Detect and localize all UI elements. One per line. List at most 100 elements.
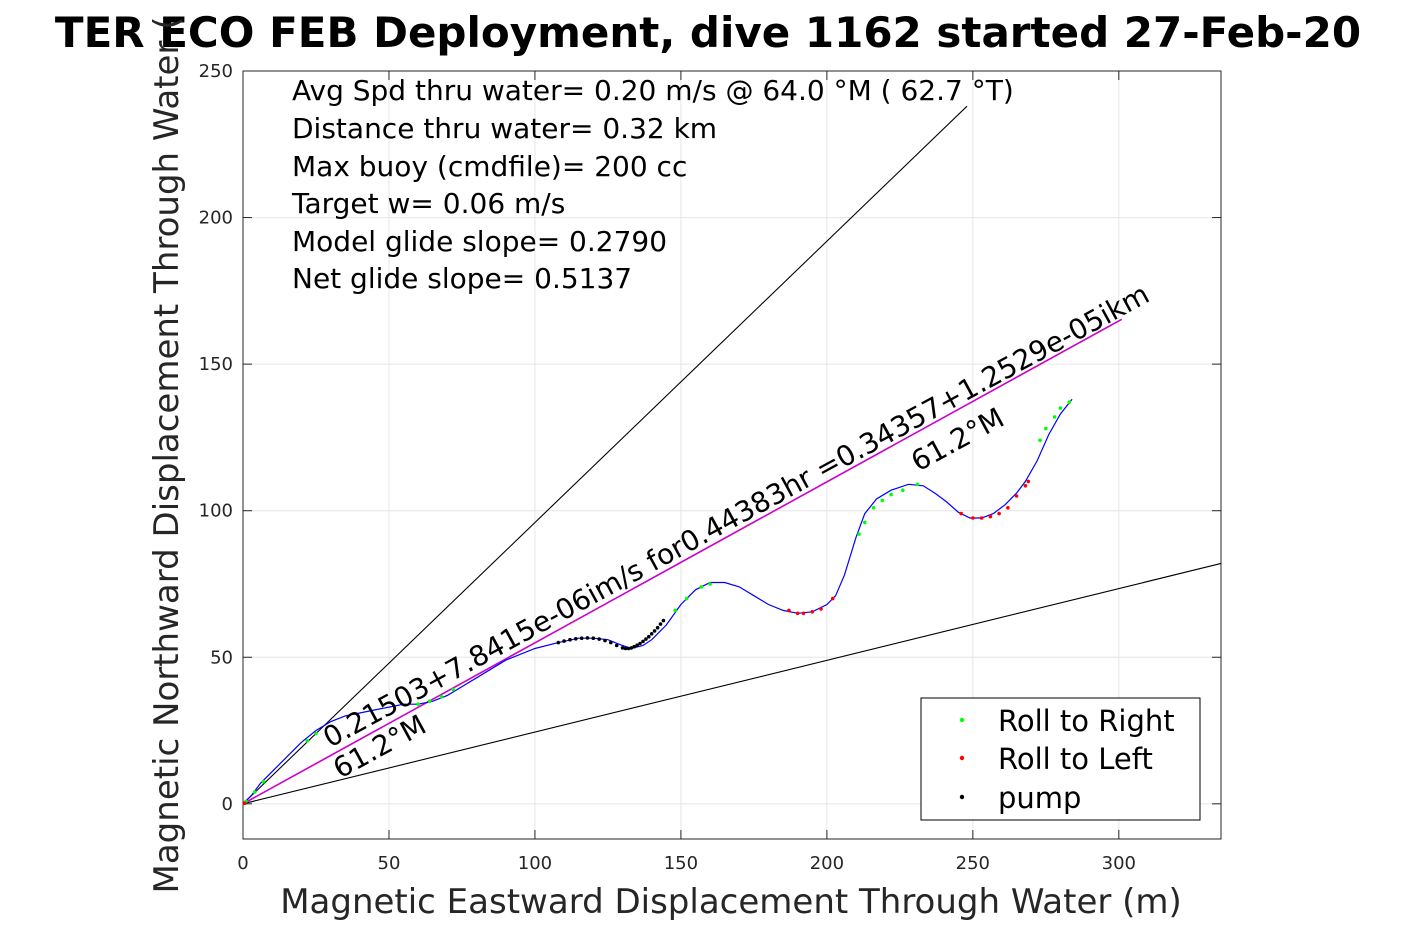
pump-marker bbox=[661, 618, 666, 623]
legend-marker-roll-right bbox=[959, 717, 965, 723]
roll-right-marker bbox=[1052, 415, 1057, 419]
pump-marker bbox=[635, 643, 639, 647]
pump-marker bbox=[574, 637, 578, 641]
chart-title: TER ECO FEB Deployment, dive 1162 starte… bbox=[55, 8, 1361, 57]
roll-right-marker bbox=[684, 596, 689, 601]
info-line-5: Model glide slope= 0.2790 bbox=[292, 225, 667, 258]
y-tick-label: 100 bbox=[199, 501, 233, 522]
info-block: Avg Spd thru water= 0.20 m/s @ 64.0 °M (… bbox=[291, 74, 1014, 295]
roll-left-marker bbox=[1006, 506, 1010, 510]
roll-left-marker bbox=[242, 801, 247, 805]
pump-marker bbox=[655, 625, 660, 630]
y-tick-label: 200 bbox=[199, 208, 233, 229]
roll-left-marker bbox=[1014, 494, 1019, 498]
pump-marker bbox=[629, 646, 634, 650]
pump-marker bbox=[638, 641, 642, 646]
roll-left-marker bbox=[830, 596, 835, 601]
envelope-lower bbox=[242, 562, 1222, 805]
pump-marker bbox=[591, 636, 596, 640]
roll-right-marker bbox=[252, 790, 257, 794]
roll-right-marker bbox=[1067, 400, 1071, 405]
roll-right-marker bbox=[451, 687, 456, 692]
pump-marker bbox=[652, 629, 657, 633]
y-tick-label: 50 bbox=[210, 647, 233, 668]
pump-marker bbox=[626, 646, 631, 651]
legend-marker-pump bbox=[959, 794, 965, 800]
legend-label-roll-left: Roll to Left bbox=[998, 742, 1153, 776]
pump-marker bbox=[641, 639, 645, 644]
roll-right-marker bbox=[871, 506, 876, 510]
roll-left-marker bbox=[801, 611, 806, 616]
info-line-4: Target w= 0.06 m/s bbox=[291, 187, 565, 220]
x-tick-label: 150 bbox=[664, 853, 698, 874]
pump-marker bbox=[556, 640, 561, 645]
roll-right-marker bbox=[699, 585, 704, 589]
legend: Roll to Right Roll to Left pump bbox=[920, 697, 1201, 821]
pump-marker bbox=[658, 622, 663, 626]
pump-marker bbox=[623, 646, 628, 651]
plot-frame bbox=[242, 70, 1222, 840]
info-line-2: Distance thru water= 0.32 km bbox=[292, 112, 717, 145]
x-tick-label: 0 bbox=[237, 853, 248, 874]
roll-right-marker bbox=[416, 702, 421, 706]
roll-right-marker bbox=[1038, 438, 1042, 443]
y-axis-label: Magnetic Northward Displacement Through … bbox=[147, 17, 187, 894]
pump-marker bbox=[597, 637, 601, 641]
legend-label-roll-right: Roll to Right bbox=[998, 704, 1175, 738]
roll-left-marker bbox=[810, 610, 815, 614]
pump-marker bbox=[609, 640, 613, 645]
track bbox=[242, 398, 1073, 805]
info-line-6: Net glide slope= 0.5137 bbox=[292, 262, 632, 295]
roll-right-marker bbox=[915, 482, 920, 487]
envelope-upper bbox=[242, 105, 968, 805]
roll-right-marker bbox=[857, 532, 861, 536]
pump-marker bbox=[644, 637, 648, 641]
roll-left-marker bbox=[1023, 484, 1028, 488]
legend-label-pump: pump bbox=[998, 781, 1081, 815]
x-tick-label: 100 bbox=[518, 853, 552, 874]
roll-right-marker bbox=[880, 498, 885, 503]
roll-right-marker bbox=[261, 780, 266, 784]
net-glide-line bbox=[242, 318, 1123, 805]
pump-marker bbox=[620, 646, 625, 650]
roll-left-marker bbox=[1026, 479, 1031, 484]
roll-left-marker bbox=[787, 608, 791, 613]
roll-left-marker bbox=[959, 511, 963, 516]
y-tick-label: 0 bbox=[222, 794, 233, 815]
roll-right-marker bbox=[889, 492, 893, 497]
pump-marker bbox=[614, 643, 619, 648]
roll-right-marker bbox=[439, 695, 444, 699]
roll-left-marker bbox=[971, 516, 975, 520]
pump-marker bbox=[603, 638, 607, 643]
roll-left-marker bbox=[979, 516, 984, 520]
roll-right-marker bbox=[1058, 406, 1063, 410]
markers bbox=[242, 400, 1071, 805]
roll-left-marker bbox=[997, 511, 1001, 516]
info-line-3: Max buoy (cmdfile)= 200 cc bbox=[292, 150, 687, 183]
legend-box bbox=[920, 697, 1201, 821]
roll-right-marker bbox=[673, 608, 677, 613]
grid bbox=[242, 70, 1221, 839]
pump-marker bbox=[632, 644, 636, 649]
roll-right-marker bbox=[305, 739, 310, 743]
roll-right-marker bbox=[901, 488, 905, 493]
pump-marker bbox=[562, 639, 566, 643]
pump-marker bbox=[568, 637, 572, 642]
x-tick-label: 300 bbox=[1102, 853, 1136, 874]
roll-left-marker bbox=[795, 611, 800, 616]
reference-lines bbox=[242, 105, 1222, 805]
x-tick-label: 200 bbox=[810, 853, 844, 874]
x-tick-label: 250 bbox=[956, 853, 990, 874]
pump-marker bbox=[579, 636, 584, 640]
roll-right-marker bbox=[708, 582, 712, 586]
roll-right-marker bbox=[1044, 426, 1048, 431]
roll-left-marker bbox=[988, 514, 993, 519]
y-tick-label: 250 bbox=[199, 61, 233, 82]
x-axis-label: Magnetic Eastward Displacement Through W… bbox=[280, 882, 1182, 922]
pump-marker bbox=[649, 632, 654, 636]
roll-left-marker bbox=[819, 607, 823, 611]
roll-right-marker bbox=[428, 699, 432, 703]
legend-marker-roll-left bbox=[959, 755, 965, 761]
track-line bbox=[242, 398, 1073, 805]
pump-marker bbox=[585, 636, 590, 640]
